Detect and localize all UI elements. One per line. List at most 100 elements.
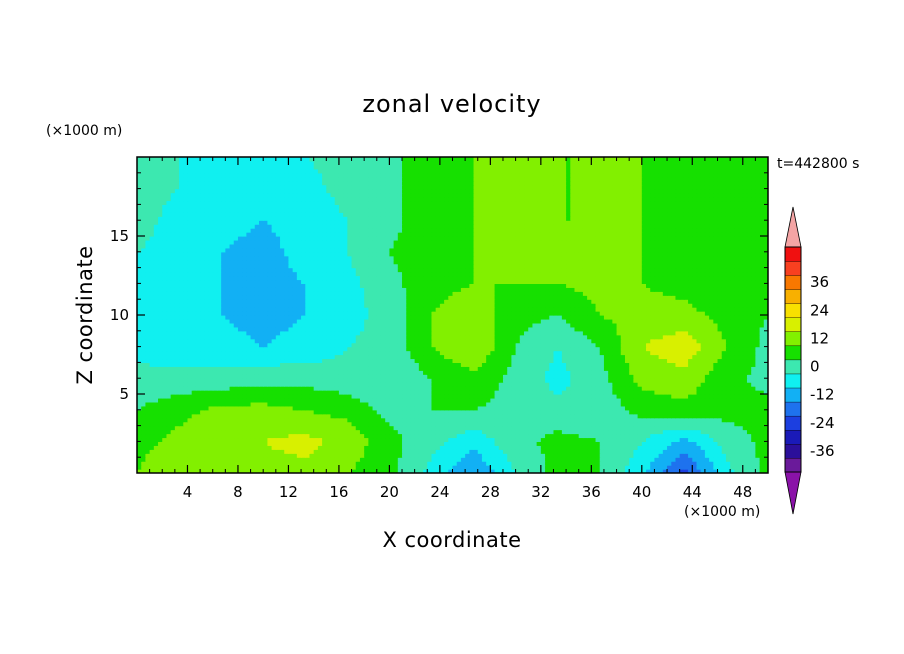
field-cell [570,441,576,446]
field-cell [246,445,252,450]
field-cell [536,425,542,431]
field-cell [393,437,399,442]
field-cell [237,441,243,446]
field-cell [141,457,147,462]
field-cell [557,421,563,427]
field-cell [608,417,613,423]
field-cell [170,453,176,458]
field-cell [288,362,294,367]
field-cell [679,370,685,375]
field-cell [574,382,580,387]
field-cell [212,465,218,470]
field-cell [364,354,369,360]
field-cell [187,401,193,407]
field-cell [338,433,344,439]
field-cell [364,366,369,371]
field-cell [725,425,731,431]
field-cell [545,362,550,367]
field-cell [721,441,727,446]
field-cell [566,465,571,470]
field-cell [725,354,731,360]
field-cell [570,354,576,360]
field-cell [225,449,231,454]
field-cell [410,469,416,473]
field-cell [540,390,546,395]
field-cell [599,433,605,439]
field-cell [347,413,353,419]
field-cell [456,469,462,473]
field-cell [153,390,159,395]
field-cell [225,405,231,411]
field-cell [402,465,407,470]
field-cell [166,433,172,439]
field-cell [338,346,344,352]
field-cell [452,401,458,407]
field-cell [637,425,643,431]
field-cell [717,433,723,439]
field-cell [166,461,172,466]
field-cell [641,374,647,379]
field-cell [721,366,727,371]
field-cell [250,378,256,383]
field-cell [637,453,643,458]
field-cell [641,378,647,383]
field-cell [603,461,609,466]
field-cell [258,350,264,356]
field-cell [612,346,618,352]
field-cell [587,346,592,352]
field-cell [216,342,222,348]
field-cell [532,350,538,356]
field-cell [448,465,454,470]
field-cell [578,469,584,473]
field-cell [578,465,584,470]
field-cell [296,338,302,344]
field-cell [216,358,222,363]
field-cell [355,421,361,427]
field-cell [725,417,731,423]
field-cell [284,338,290,344]
field-cell [671,445,677,450]
field-cell [376,437,382,442]
field-cell [212,433,218,439]
field-cell [191,358,197,363]
field-cell [368,425,374,431]
field-cell [502,449,508,454]
field-cell [448,401,454,407]
field-cell [229,401,235,407]
field-cell [267,409,273,415]
field-cell [578,425,584,431]
field-cell [494,465,500,470]
field-cell [721,401,727,407]
field-cell [254,350,260,356]
field-cell [637,437,643,442]
field-cell [229,421,235,427]
field-cell [149,469,155,473]
field-cell [494,437,500,442]
field-cell [561,358,567,363]
field-cell [570,437,576,442]
field-cell [406,457,412,462]
field-cell [187,374,193,379]
field-cell [658,346,664,352]
field-cell [397,397,403,403]
field-cell [456,429,462,435]
field-cell [212,354,218,360]
field-cell [545,366,550,371]
field-cell [372,378,378,383]
field-cell [174,433,180,439]
field-cell [166,401,172,407]
field-cell [528,390,534,395]
field-cell [393,461,399,466]
field-cell [528,417,534,423]
field-cell [359,417,365,423]
field-cell [301,378,306,383]
field-cell [347,417,353,423]
field-cell [200,382,205,387]
field-cell [246,425,252,431]
field-cell [393,374,399,379]
field-cell [494,401,500,407]
field-cell [305,366,311,371]
field-cell [187,449,193,454]
field-cell [435,386,441,391]
field-cell [465,437,470,442]
